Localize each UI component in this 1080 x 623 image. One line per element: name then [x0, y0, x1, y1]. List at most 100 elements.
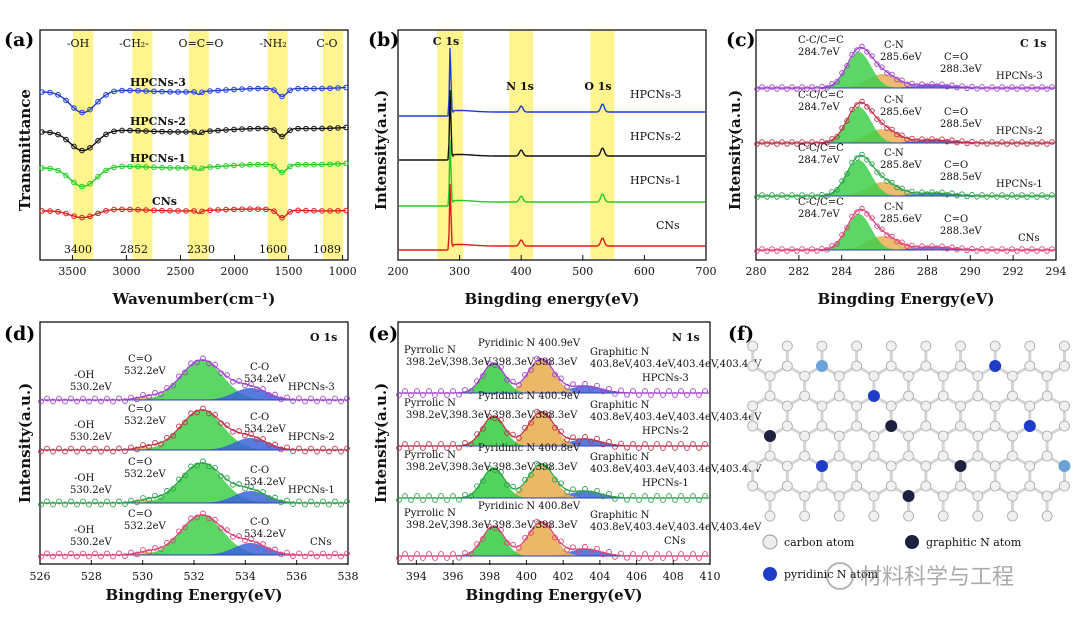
- c1s-point: [859, 151, 865, 158]
- carbon-atom: [868, 370, 880, 382]
- ftir-point: [271, 208, 277, 214]
- n1s-annotation: 403.8eV,403.4eV,403.4eV,403.4eV: [590, 359, 762, 370]
- c1s-point: [949, 137, 955, 143]
- c1s-point: [1024, 86, 1030, 92]
- o1s-point: [344, 550, 350, 557]
- n1s-point: [438, 493, 444, 499]
- carbon-atom: [937, 370, 949, 382]
- panel-d-xlabel: Bingding Energy(eV): [106, 586, 283, 604]
- carbon-atom: [1059, 420, 1070, 432]
- n1s-point: [438, 388, 444, 394]
- carbon-atom: [1059, 340, 1070, 352]
- ftir-point: [311, 161, 317, 168]
- carbon-atom: [816, 340, 828, 352]
- n1s-point: [600, 441, 606, 448]
- c1s-point: [914, 245, 920, 251]
- nitrogen-atom: [764, 430, 776, 442]
- c1s-cc-value: 284.7eV: [798, 47, 841, 58]
- o1s-point: [98, 553, 104, 560]
- xps-peak-highlight: [590, 31, 615, 259]
- n1s-point: [654, 493, 660, 499]
- ftir-point: [343, 207, 349, 214]
- n1s-point: [432, 497, 438, 503]
- carbon-atom: [816, 420, 828, 432]
- n1s-point: [444, 445, 450, 451]
- n1s-point: [420, 555, 426, 561]
- n1s-annotation: 403.8eV,403.4eV,403.4eV,403.4eV: [590, 412, 762, 423]
- n1s-point: [402, 441, 408, 447]
- c1s-point: [899, 239, 905, 245]
- ftir-point: [151, 128, 157, 135]
- c1s-point: [894, 76, 900, 83]
- c1s-point: [944, 191, 950, 198]
- n1s-point: [678, 388, 684, 394]
- ftir-point: [103, 208, 109, 214]
- carbon-atom: [955, 400, 966, 412]
- c1s-point: [1004, 141, 1010, 147]
- o1s-point: [260, 386, 266, 392]
- n1s-point: [606, 548, 612, 555]
- n1s-point: [528, 367, 534, 373]
- c1s-point: [944, 138, 950, 145]
- o1s-point: [104, 550, 110, 557]
- survey-curve-HPCNs-3: [399, 48, 705, 117]
- o1s-point: [302, 501, 308, 508]
- c1s-point: [889, 179, 895, 186]
- ftir-point: [223, 163, 229, 169]
- c1s-point: [834, 241, 840, 247]
- n1s-point: [510, 541, 516, 548]
- o1s-annotation: -OH: [74, 420, 95, 431]
- n1s-point: [546, 522, 552, 529]
- carbon-atom: [903, 370, 914, 382]
- o1s-point: [218, 525, 224, 531]
- c1s-point: [909, 242, 915, 249]
- c1s-point: [899, 132, 905, 138]
- n1s-point: [624, 554, 630, 561]
- o1s-point: [38, 501, 44, 508]
- nitrogen-atom: [867, 390, 880, 402]
- n1s-point: [606, 385, 612, 392]
- o1s-annotation: 532.2eV: [124, 366, 167, 377]
- n1s-point: [618, 550, 624, 557]
- c1s-point: [969, 191, 975, 198]
- panel-a-tick-label: 3500: [58, 265, 86, 278]
- c1s-point: [999, 139, 1005, 145]
- ftir-point: [295, 85, 301, 92]
- o1s-point: [38, 448, 44, 455]
- o1s-point: [230, 481, 236, 488]
- c1s-point: [934, 245, 940, 251]
- o1s-point: [74, 398, 80, 405]
- ftir-point: [207, 164, 213, 170]
- series-label-hpcns2: HPCNs-2: [130, 115, 186, 128]
- c1s-point: [784, 194, 790, 200]
- c1s-point: [834, 134, 840, 140]
- n1s-series-label: HPCNs-3: [642, 373, 689, 384]
- c1s-point: [969, 245, 975, 252]
- n1s-point: [618, 387, 624, 394]
- c1s-point: [774, 248, 780, 254]
- o1s-point: [320, 550, 326, 557]
- n1s-point: [474, 431, 480, 437]
- c1s-point: [1024, 141, 1030, 147]
- o1s-annotation: C-O: [250, 362, 269, 373]
- o1s-point: [314, 501, 320, 508]
- c1s-point: [884, 178, 890, 184]
- n1s-point: [630, 441, 636, 447]
- peak-label-c1s: C 1s: [433, 35, 459, 48]
- carbon-atom: [1007, 450, 1018, 462]
- band-value-1089: 1089: [313, 243, 341, 256]
- panel-c-label: (c): [726, 29, 756, 51]
- nitrogen-atom: [989, 360, 1002, 372]
- panel-e-tick-label: 400: [516, 570, 537, 583]
- carbon-atom: [868, 490, 880, 502]
- panel-c-ylabel: Intensity(a.u.): [726, 90, 744, 210]
- n1s-point: [630, 493, 636, 499]
- band-label-nh2: -NH₂: [259, 37, 286, 50]
- n1s-annotation: Pyridinic N 400.8eV: [478, 501, 581, 512]
- c1s-co-component: [757, 140, 1055, 143]
- n1s-point: [492, 525, 498, 532]
- c1s-point: [849, 213, 855, 220]
- c1s-point: [1049, 192, 1055, 198]
- n1s-annotation: Pyrrolic N: [404, 398, 456, 409]
- o1s-point: [236, 428, 242, 434]
